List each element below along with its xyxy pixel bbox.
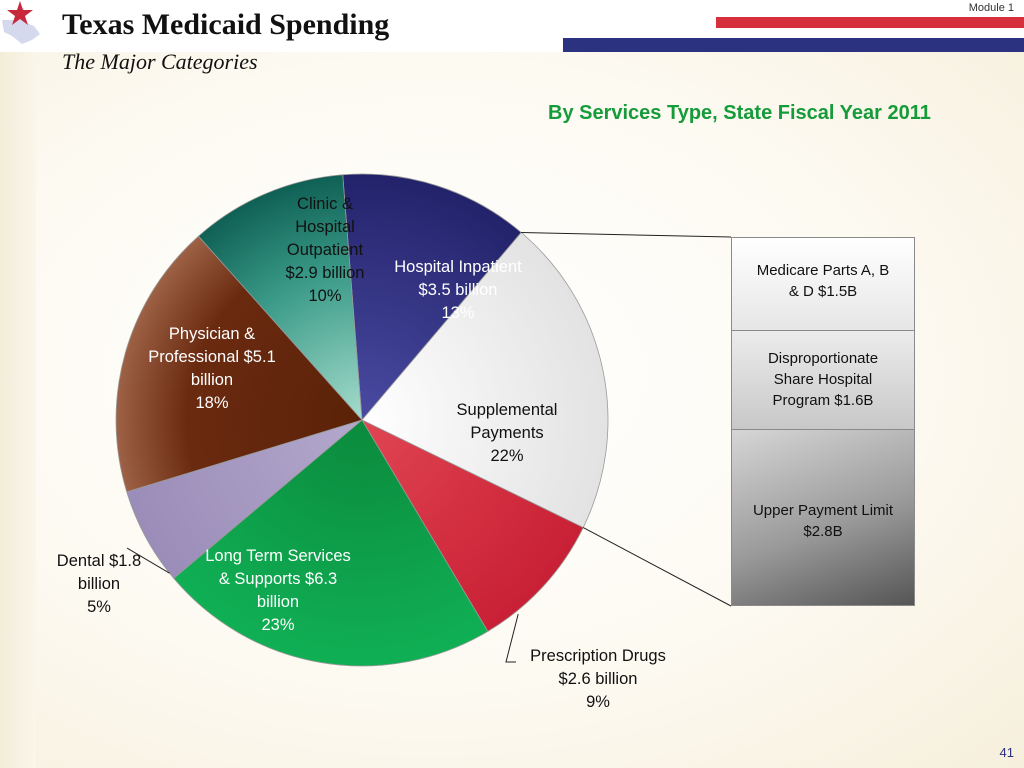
breakdown-upl: Upper Payment Limit $2.8B (731, 429, 915, 606)
pie-slice-supplemental-payments (361, 231, 609, 529)
slice-label-hospital-inpatient: Hospital Inpatient $3.5 billion 13% (394, 258, 522, 322)
pie-slice-long-term-services (173, 419, 489, 667)
leader-line-prescription-drugs (505, 613, 519, 663)
texas-star-logo-icon (0, 0, 60, 52)
pie-slice-hospital-inpatient (342, 173, 522, 421)
slice-label-long-term-services: Long Term Services & Supports $6.3 billion… (205, 547, 351, 634)
slice-label-prescription-drugs: Prescription Drugs $2.6 billion 9% (530, 647, 666, 711)
pie-slice-clinic-hospital-outpatient (197, 174, 363, 422)
header-blue-bar (563, 38, 1024, 52)
connector-line-bottom (583, 527, 732, 607)
header-red-bar (716, 17, 1024, 28)
slice-label-physician-professional: Physician & Professional $5.1 billion 18% (148, 325, 276, 412)
chart-title: By Services Type, State Fiscal Year 2011 (548, 102, 931, 124)
page-subtitle: The Major Categories (62, 49, 258, 74)
page-number: 41 (999, 745, 1014, 760)
leader-line-dental (126, 547, 170, 574)
pie-slice-physician-professional (115, 235, 363, 493)
page-title: Texas Medicaid Spending (62, 8, 390, 41)
slice-label-dental: Dental $1.8 billion 5% (56, 552, 142, 616)
breakdown-dsh: Disproportionate Share Hospital Program $1… (731, 330, 915, 430)
module-label: Module 1 (968, 2, 1014, 14)
left-decor-strip (0, 52, 36, 768)
slice-label-supplemental-payments: Supplemental Payments 22% (456, 401, 558, 465)
connector-line-top (521, 231, 732, 238)
breakdown-medicare: Medicare Parts A, B & D $1.5B (731, 237, 915, 331)
pie-slice-prescription-drugs (360, 419, 584, 632)
slice-label-clinic-hospital-outpatient: Clinic & Hospital Outpatient $2.9 billion 10… (285, 195, 365, 305)
